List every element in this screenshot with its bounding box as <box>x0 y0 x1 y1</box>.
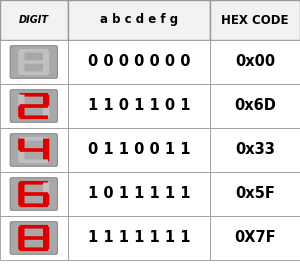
FancyBboxPatch shape <box>20 137 48 141</box>
Bar <box>210 128 300 172</box>
Bar <box>0 84 68 128</box>
Text: 0x00: 0x00 <box>235 54 275 70</box>
FancyBboxPatch shape <box>43 238 49 249</box>
Text: 1 1 0 1 1 0 1: 1 1 0 1 1 0 1 <box>88 98 190 113</box>
FancyBboxPatch shape <box>43 183 49 194</box>
FancyBboxPatch shape <box>20 115 48 119</box>
Bar <box>210 172 300 216</box>
FancyBboxPatch shape <box>43 227 49 238</box>
Text: HEX CODE: HEX CODE <box>221 14 289 26</box>
FancyBboxPatch shape <box>43 138 49 150</box>
Bar <box>0 216 68 260</box>
FancyBboxPatch shape <box>20 60 48 64</box>
FancyBboxPatch shape <box>20 203 48 207</box>
Text: 0x5F: 0x5F <box>235 187 275 202</box>
Bar <box>68 216 210 260</box>
FancyBboxPatch shape <box>18 51 25 62</box>
Bar <box>68 40 210 84</box>
Bar <box>68 128 210 172</box>
Bar <box>68 84 210 128</box>
Text: 0 1 1 0 0 1 1: 0 1 1 0 0 1 1 <box>88 143 190 158</box>
FancyBboxPatch shape <box>18 227 25 238</box>
FancyBboxPatch shape <box>43 51 49 62</box>
FancyBboxPatch shape <box>18 95 25 106</box>
Bar <box>210 216 300 260</box>
FancyBboxPatch shape <box>20 159 48 163</box>
FancyBboxPatch shape <box>18 106 25 117</box>
FancyBboxPatch shape <box>20 148 48 152</box>
FancyBboxPatch shape <box>43 62 49 73</box>
Text: 0x33: 0x33 <box>235 143 275 158</box>
FancyBboxPatch shape <box>20 192 48 196</box>
FancyBboxPatch shape <box>18 183 25 194</box>
FancyBboxPatch shape <box>43 106 49 117</box>
FancyBboxPatch shape <box>18 194 25 205</box>
Bar <box>0 0 68 40</box>
Text: 0 0 0 0 0 0 0: 0 0 0 0 0 0 0 <box>88 54 190 70</box>
Bar <box>0 172 68 216</box>
FancyBboxPatch shape <box>20 247 48 251</box>
FancyBboxPatch shape <box>20 71 48 75</box>
FancyBboxPatch shape <box>20 181 48 185</box>
Text: a b c d e f g: a b c d e f g <box>100 14 178 26</box>
FancyBboxPatch shape <box>20 236 48 240</box>
Text: 0X7F: 0X7F <box>234 230 276 245</box>
Text: 0x6D: 0x6D <box>234 98 276 113</box>
FancyBboxPatch shape <box>10 46 57 78</box>
Bar <box>0 40 68 84</box>
Text: DIGIT: DIGIT <box>19 15 49 25</box>
Bar <box>68 0 210 40</box>
Bar <box>210 84 300 128</box>
FancyBboxPatch shape <box>10 90 57 122</box>
FancyBboxPatch shape <box>20 49 48 53</box>
FancyBboxPatch shape <box>20 225 48 229</box>
Bar <box>68 172 210 216</box>
FancyBboxPatch shape <box>20 93 48 96</box>
FancyBboxPatch shape <box>43 150 49 162</box>
FancyBboxPatch shape <box>10 134 57 166</box>
FancyBboxPatch shape <box>20 104 48 108</box>
FancyBboxPatch shape <box>18 62 25 73</box>
Text: 1 1 1 1 1 1 1: 1 1 1 1 1 1 1 <box>88 230 190 245</box>
FancyBboxPatch shape <box>43 194 49 205</box>
FancyBboxPatch shape <box>10 222 57 254</box>
Bar <box>210 40 300 84</box>
FancyBboxPatch shape <box>43 95 49 106</box>
FancyBboxPatch shape <box>18 138 25 150</box>
Bar <box>210 0 300 40</box>
FancyBboxPatch shape <box>18 238 25 249</box>
FancyBboxPatch shape <box>18 150 25 162</box>
Text: 1 0 1 1 1 1 1: 1 0 1 1 1 1 1 <box>88 187 190 202</box>
FancyBboxPatch shape <box>10 178 57 210</box>
Bar <box>0 128 68 172</box>
